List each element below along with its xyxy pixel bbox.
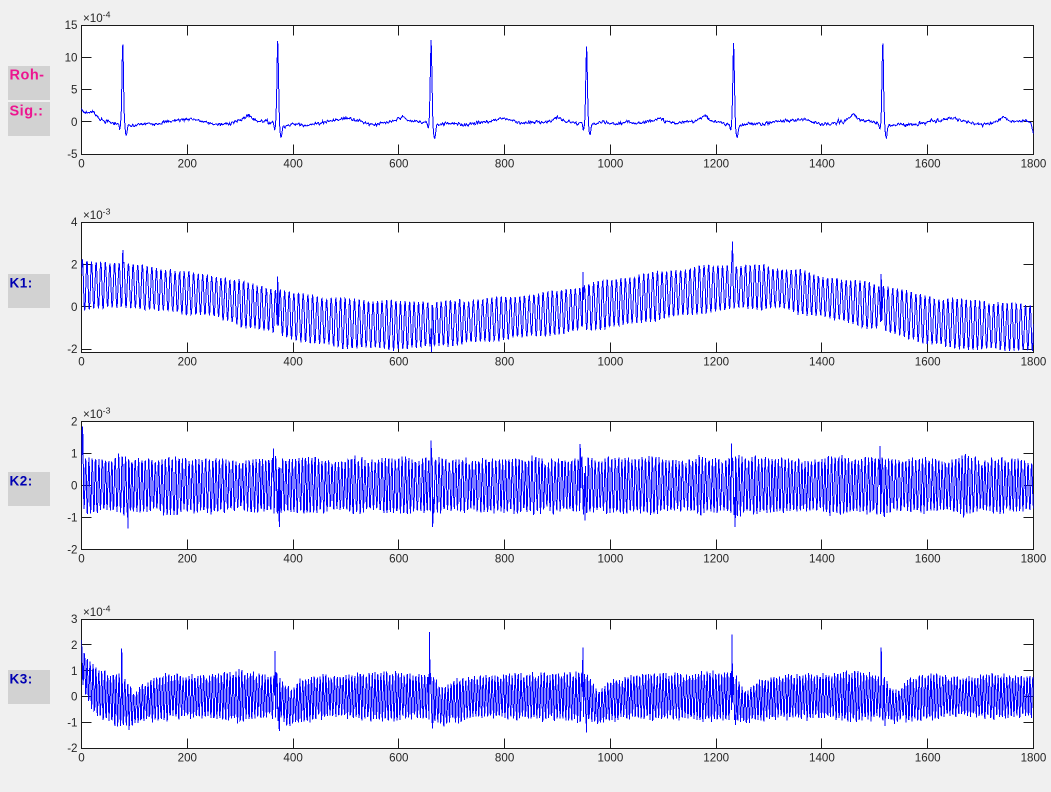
svg-text:2: 2 bbox=[71, 639, 77, 652]
svg-text:1200: 1200 bbox=[703, 158, 729, 171]
svg-text:15: 15 bbox=[65, 19, 78, 32]
svg-text:0: 0 bbox=[71, 116, 77, 129]
svg-text:1000: 1000 bbox=[598, 356, 624, 369]
svg-text:1600: 1600 bbox=[915, 158, 941, 171]
svg-text:-2: -2 bbox=[67, 742, 77, 755]
svg-text:0: 0 bbox=[78, 158, 84, 171]
svg-text:0: 0 bbox=[71, 301, 77, 314]
svg-text:800: 800 bbox=[495, 158, 514, 171]
svg-text:2: 2 bbox=[71, 416, 77, 429]
svg-text:5: 5 bbox=[71, 84, 77, 97]
svg-text:1400: 1400 bbox=[809, 356, 835, 369]
svg-text:1600: 1600 bbox=[915, 553, 941, 566]
svg-text:Sig.:: Sig.: bbox=[10, 104, 44, 120]
svg-text:1600: 1600 bbox=[915, 752, 941, 765]
svg-text:600: 600 bbox=[389, 356, 408, 369]
svg-text:1400: 1400 bbox=[809, 752, 835, 765]
svg-text:200: 200 bbox=[178, 356, 197, 369]
svg-text:400: 400 bbox=[283, 356, 302, 369]
svg-text:1200: 1200 bbox=[703, 356, 729, 369]
svg-text:400: 400 bbox=[283, 553, 302, 566]
svg-text:0: 0 bbox=[78, 553, 84, 566]
svg-text:200: 200 bbox=[178, 752, 197, 765]
svg-text:1: 1 bbox=[71, 448, 77, 461]
svg-text:200: 200 bbox=[178, 158, 197, 171]
svg-text:1000: 1000 bbox=[598, 752, 624, 765]
svg-text:0: 0 bbox=[71, 480, 77, 493]
svg-text:800: 800 bbox=[495, 752, 514, 765]
svg-text:1400: 1400 bbox=[809, 158, 835, 171]
svg-text:1000: 1000 bbox=[598, 158, 624, 171]
svg-text:-2: -2 bbox=[67, 343, 77, 356]
svg-text:1200: 1200 bbox=[703, 553, 729, 566]
svg-text:800: 800 bbox=[495, 356, 514, 369]
svg-text:400: 400 bbox=[283, 158, 302, 171]
svg-text:0: 0 bbox=[71, 691, 77, 704]
svg-text:2: 2 bbox=[71, 259, 77, 272]
svg-text:10: 10 bbox=[65, 52, 78, 65]
svg-text:400: 400 bbox=[283, 752, 302, 765]
svg-text:1800: 1800 bbox=[1021, 752, 1047, 765]
svg-text:1400: 1400 bbox=[809, 553, 835, 566]
svg-text:200: 200 bbox=[178, 553, 197, 566]
svg-text:3: 3 bbox=[71, 613, 77, 626]
svg-text:1800: 1800 bbox=[1021, 356, 1047, 369]
svg-text:1800: 1800 bbox=[1021, 553, 1047, 566]
svg-text:-1: -1 bbox=[67, 512, 77, 525]
svg-text:800: 800 bbox=[495, 553, 514, 566]
svg-text:1800: 1800 bbox=[1021, 158, 1047, 171]
svg-text:Roh-: Roh- bbox=[10, 68, 45, 84]
svg-text:600: 600 bbox=[389, 752, 408, 765]
svg-text:K3:: K3: bbox=[10, 672, 33, 687]
svg-text:-2: -2 bbox=[67, 544, 77, 557]
svg-text:600: 600 bbox=[389, 553, 408, 566]
svg-text:-1: -1 bbox=[67, 716, 77, 729]
svg-text:1: 1 bbox=[71, 665, 77, 678]
svg-text:K2:: K2: bbox=[10, 474, 33, 489]
svg-text:1000: 1000 bbox=[598, 553, 624, 566]
svg-text:4: 4 bbox=[71, 216, 78, 229]
svg-text:-5: -5 bbox=[67, 148, 77, 161]
svg-text:600: 600 bbox=[389, 158, 408, 171]
svg-text:K1:: K1: bbox=[10, 276, 33, 291]
svg-text:0: 0 bbox=[78, 356, 84, 369]
svg-text:1200: 1200 bbox=[703, 752, 729, 765]
svg-text:0: 0 bbox=[78, 752, 84, 765]
svg-text:1600: 1600 bbox=[915, 356, 941, 369]
